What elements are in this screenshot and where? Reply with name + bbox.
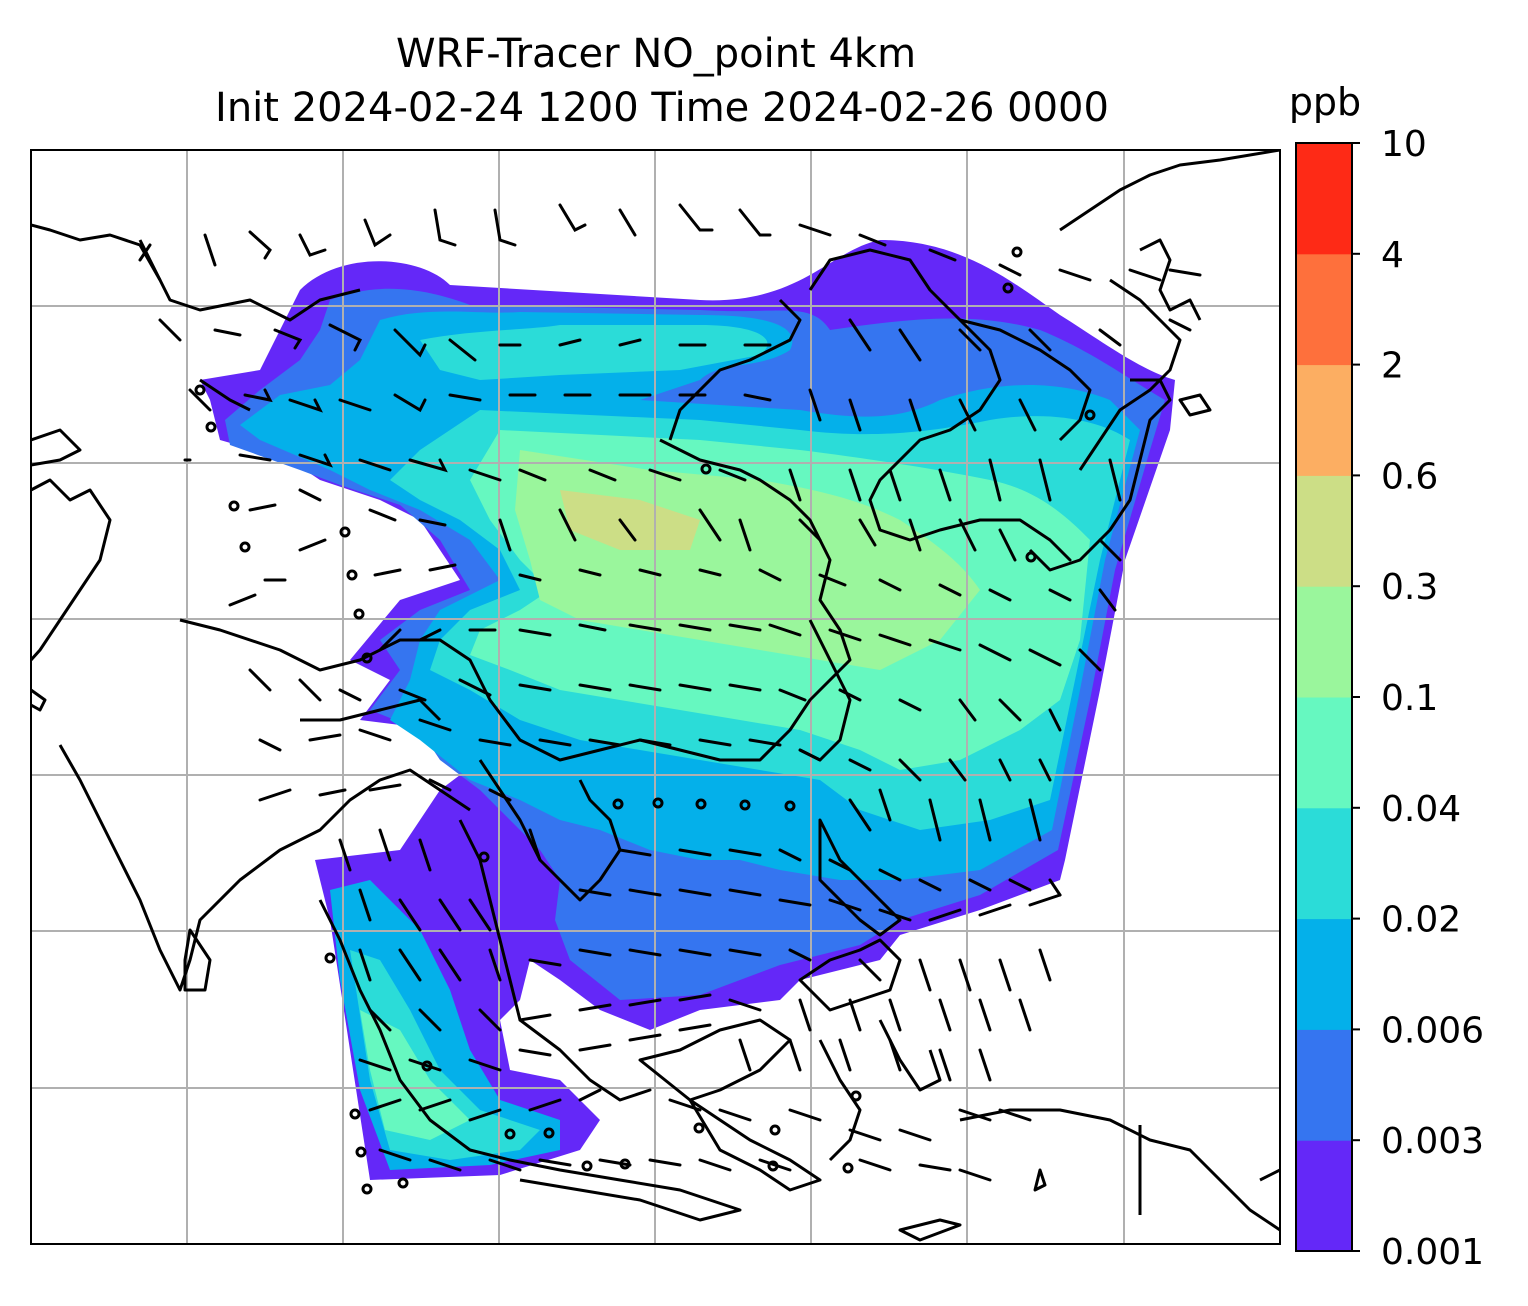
colorbar-band-8 [1296, 253, 1352, 366]
colorbar-tick-label: 0.04 [1381, 789, 1461, 830]
contour-level-0.3 [560, 490, 700, 550]
colorbar-tick-label: 0.6 [1381, 456, 1438, 497]
colorbar: 0.001 0.003 0.006 0.02 0.04 0.1 0.3 0.6 2 4 10 ppb [1289, 80, 1484, 1273]
colorbar-band-3 [1296, 807, 1352, 920]
map-frame [30, 149, 1281, 1245]
colorbar-tick-label: 10 [1381, 124, 1427, 165]
colorbar-bands [1296, 143, 1352, 1252]
colorbar-tick-label: 0.006 [1381, 1010, 1484, 1051]
colorbar-tick-label: 2 [1381, 346, 1404, 387]
chart-subtitle: Init 2024-02-24 1200 Time 2024-02-26 000… [215, 85, 1109, 131]
colorbar-band-7 [1296, 364, 1352, 476]
colorbar-tick-label: 0.3 [1381, 567, 1438, 608]
colorbar-tick-label: 0.02 [1381, 900, 1461, 941]
calm-markers [194, 246, 1096, 1195]
colorbar-tick-label: 4 [1381, 235, 1404, 276]
colorbar-band-0 [1296, 1140, 1352, 1252]
colorbar-tick-label: 0.001 [1381, 1232, 1484, 1273]
map-panel [30, 149, 1281, 1245]
wind-barbs [138, 203, 1202, 1182]
colorbar-band-6 [1296, 475, 1352, 587]
chart-title: WRF-Tracer NO_point 4km [396, 31, 916, 77]
tracer-field [200, 240, 1175, 1180]
colorbar-band-4 [1296, 697, 1352, 809]
colorbar-ticks: 0.001 0.003 0.006 0.02 0.04 0.1 0.3 0.6 2 4 10 [1352, 124, 1484, 1273]
gridlines [31, 150, 1280, 1244]
colorbar-band-5 [1296, 586, 1352, 698]
colorbar-tick-label: 0.003 [1381, 1121, 1484, 1162]
colorbar-band-2 [1296, 918, 1352, 1030]
colorbar-tick-label: 0.1 [1381, 678, 1438, 719]
colorbar-band-9 [1296, 143, 1352, 255]
colorbar-band-1 [1296, 1029, 1352, 1141]
colorbar-units: ppb [1289, 80, 1361, 124]
